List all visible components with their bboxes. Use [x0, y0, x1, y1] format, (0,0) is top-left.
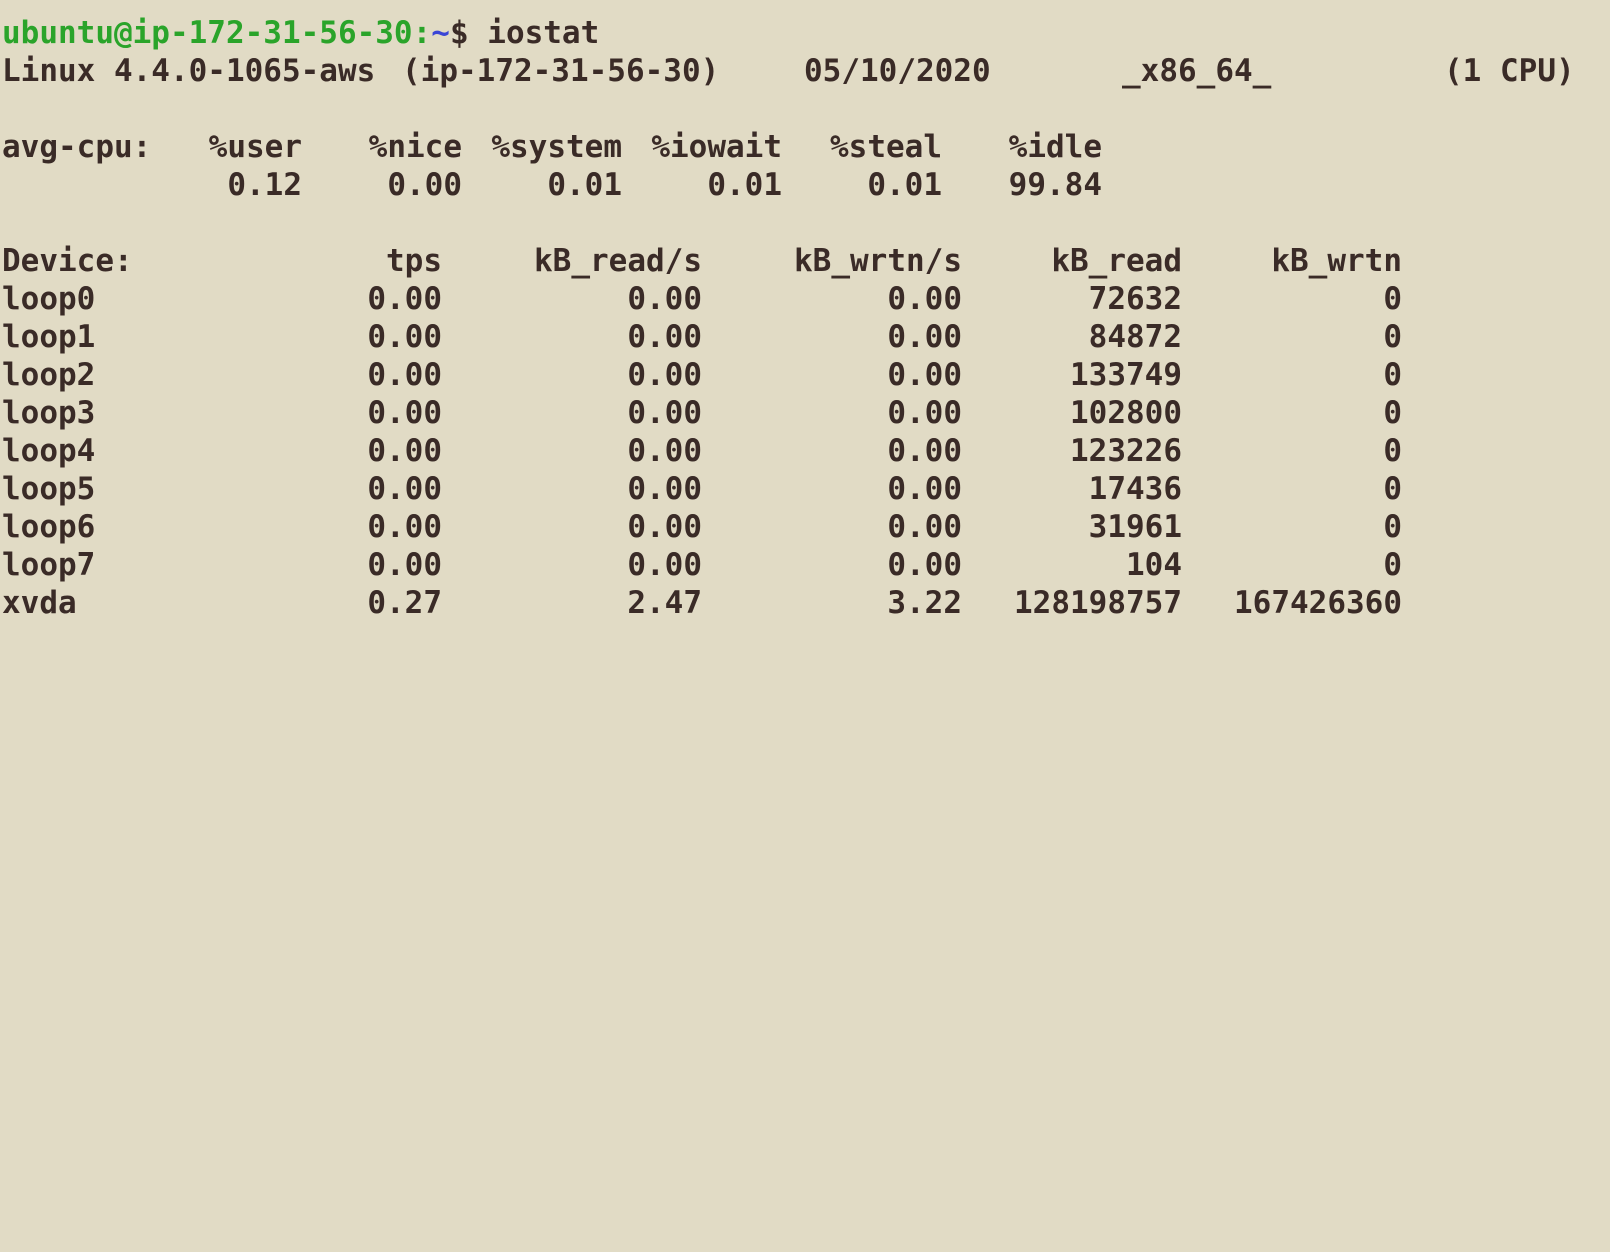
device-name: loop5 [2, 471, 96, 507]
device-kb-wrtn: 0 [1383, 433, 1402, 469]
cpu-value: 0.01 [867, 167, 942, 203]
device-kb-read-per-sec: 0.00 [627, 547, 702, 583]
cpu-header-row: avg-cpu: %user %nice %system %iowait %st… [0, 129, 1610, 1026]
device-kb-read: 133749 [1070, 357, 1182, 393]
device-kb-wrtn-per-sec: 3.22 [887, 585, 962, 621]
device-tps: 0.00 [367, 509, 442, 545]
device-header: kB_read [1051, 243, 1182, 279]
device-name: xvda [2, 585, 77, 621]
device-kb-wrtn-per-sec: 0.00 [887, 433, 962, 469]
sysinfo-host: (ip-172-31-56-30) [402, 53, 720, 89]
prompt-user-host: ubuntu@ip-172-31-56-30 [2, 15, 413, 51]
cpu-value: 0.00 [387, 167, 462, 203]
device-tps: 0.00 [367, 433, 442, 469]
sysinfo-cpus: (1 CPU) [1444, 53, 1575, 89]
cpu-value: 0.01 [547, 167, 622, 203]
prompt-separator: : [412, 15, 432, 51]
device-name: loop3 [2, 395, 96, 431]
device-kb-read-per-sec: 0.00 [627, 395, 702, 431]
sysinfo-date: 05/10/2020 [804, 53, 991, 89]
cpu-header: %system [491, 129, 622, 165]
device-header: kB_wrtn/s [794, 243, 962, 279]
device-kb-read-per-sec: 2.47 [627, 585, 702, 621]
device-kb-wrtn: 0 [1383, 471, 1402, 507]
device-kb-wrtn-per-sec: 0.00 [887, 395, 962, 431]
device-header: Device: [2, 243, 133, 279]
cpu-value: 99.84 [1008, 167, 1102, 203]
command-text: iostat [487, 15, 600, 51]
device-name: loop0 [2, 281, 96, 317]
device-kb-wrtn-per-sec: 0.00 [887, 471, 962, 507]
device-name: loop2 [2, 357, 96, 393]
prompt-symbol: $ [449, 15, 488, 51]
device-kb-read-per-sec: 0.00 [627, 281, 702, 317]
device-header: tps [386, 243, 442, 279]
cpu-value: 0.12 [227, 167, 302, 203]
device-name: loop7 [2, 547, 96, 583]
terminal-window[interactable]: ubuntu@ip-172-31-56-30:~$ iostat Linux 4… [0, 0, 1610, 626]
device-tps: 0.00 [367, 281, 442, 317]
cpu-label: avg-cpu: [2, 129, 152, 165]
device-kb-read-per-sec: 0.00 [627, 433, 702, 469]
device-tps: 0.00 [367, 395, 442, 431]
device-tps: 0.00 [367, 357, 442, 393]
cpu-value: 0.01 [707, 167, 782, 203]
device-kb-wrtn: 0 [1383, 357, 1402, 393]
device-name: loop1 [2, 319, 96, 355]
sysinfo-kernel: Linux 4.4.0-1065-aws [2, 53, 376, 89]
cpu-header: %user [208, 129, 302, 165]
device-tps: 0.27 [367, 585, 442, 621]
device-tps: 0.00 [367, 547, 442, 583]
cpu-header: %steal [830, 129, 942, 165]
device-kb-wrtn-per-sec: 0.00 [887, 319, 962, 355]
device-name: loop4 [2, 433, 96, 469]
device-kb-wrtn: 167426360 [1234, 585, 1402, 621]
device-kb-wrtn: 0 [1383, 281, 1402, 317]
prompt-path: ~ [431, 15, 450, 51]
device-kb-wrtn-per-sec: 0.00 [887, 357, 962, 393]
sysinfo-arch: _x86_64_ [1122, 53, 1272, 89]
device-header: kB_read/s [534, 243, 702, 279]
device-name: loop6 [2, 509, 96, 545]
cpu-header: %iowait [651, 129, 782, 165]
device-kb-read: 72632 [1088, 281, 1182, 317]
device-kb-wrtn-per-sec: 0.00 [887, 281, 962, 317]
device-kb-wrtn-per-sec: 0.00 [887, 547, 962, 583]
device-tps: 0.00 [367, 319, 442, 355]
device-kb-read-per-sec: 0.00 [627, 357, 702, 393]
device-kb-read-per-sec: 0.00 [627, 509, 702, 545]
cpu-header: %idle [1008, 129, 1102, 165]
sysinfo-line: Linux 4.4.0-1065-aws (ip-172-31-56-30) 0… [0, 53, 1610, 532]
device-header: kB_wrtn [1271, 243, 1402, 279]
device-kb-read: 31961 [1088, 509, 1182, 545]
device-kb-wrtn: 0 [1383, 319, 1402, 355]
prompt-line: ubuntu@ip-172-31-56-30:~$ iostat [2, 14, 599, 52]
device-kb-wrtn: 0 [1383, 547, 1402, 583]
device-kb-wrtn: 0 [1383, 509, 1402, 545]
device-kb-wrtn: 0 [1383, 395, 1402, 431]
device-kb-read: 104 [1126, 547, 1182, 583]
device-kb-read: 17436 [1088, 471, 1182, 507]
device-kb-read-per-sec: 0.00 [627, 471, 702, 507]
device-kb-read-per-sec: 0.00 [627, 319, 702, 355]
device-kb-wrtn-per-sec: 0.00 [887, 509, 962, 545]
device-kb-read: 128198757 [1014, 585, 1182, 621]
device-kb-read: 84872 [1088, 319, 1182, 355]
cpu-header: %nice [368, 129, 462, 165]
device-kb-read: 102800 [1070, 395, 1182, 431]
cpu-values-row: 0.12 0.00 0.01 0.01 0.01 99.84 [0, 167, 1610, 1252]
device-tps: 0.00 [367, 471, 442, 507]
device-kb-read: 123226 [1070, 433, 1182, 469]
